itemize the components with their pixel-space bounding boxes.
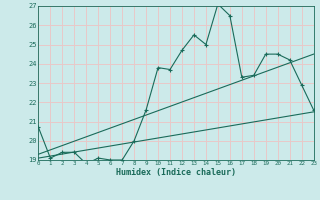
X-axis label: Humidex (Indice chaleur): Humidex (Indice chaleur): [116, 168, 236, 177]
